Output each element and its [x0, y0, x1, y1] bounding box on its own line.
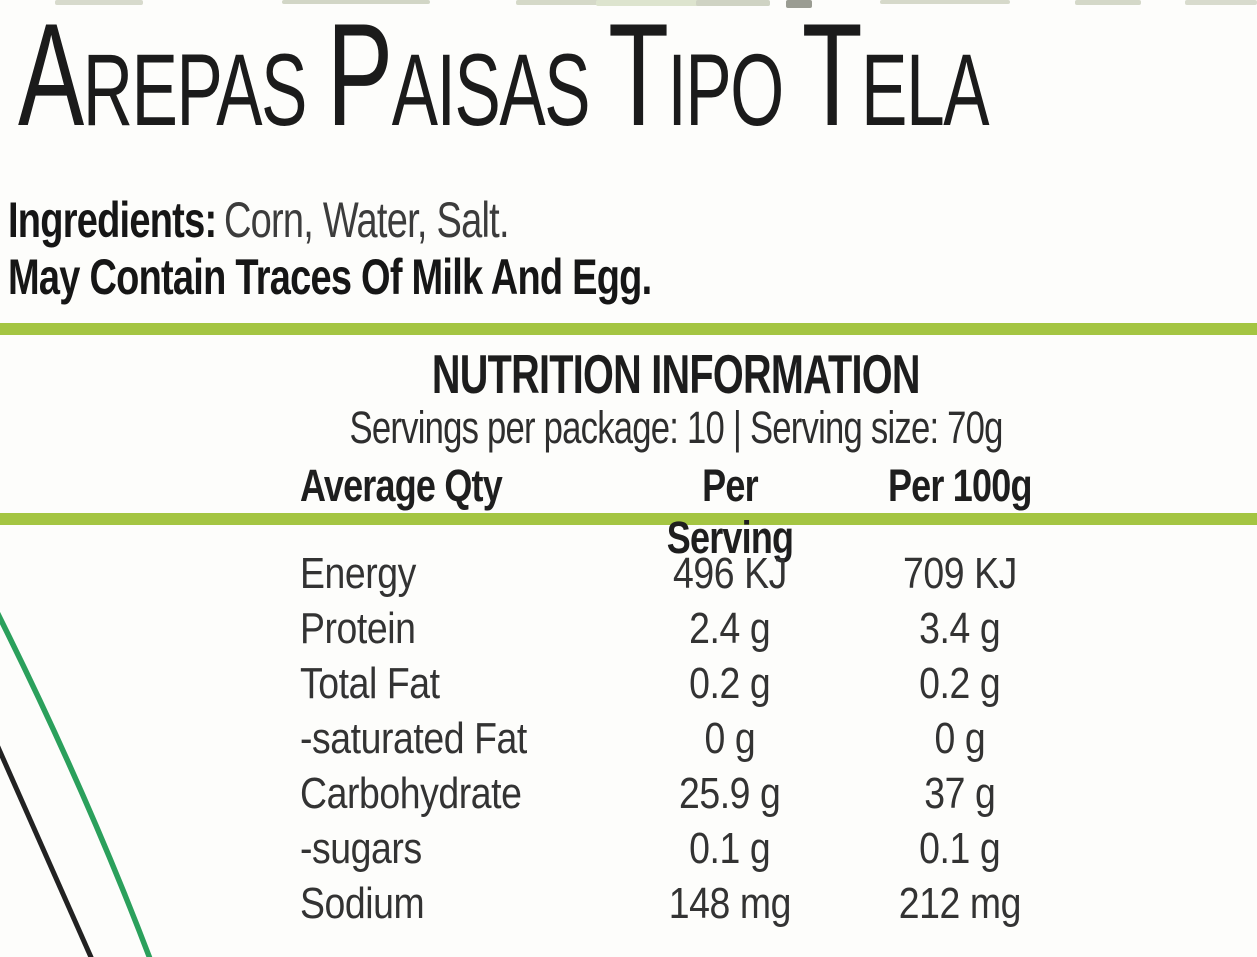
table-row: -sugars 0.1 g 0.1 g	[95, 821, 1257, 876]
row-label: Energy	[300, 549, 416, 598]
row-value-per-100g: 37 g	[924, 769, 996, 818]
row-label: Protein	[300, 604, 416, 653]
row-value-per-serving: 0.1 g	[689, 824, 771, 873]
cropped-print-remnant	[880, 0, 1010, 4]
row-value-per-serving: 25.9 g	[679, 769, 781, 818]
nutrition-panel: NUTRITION INFORMATION Servings per packa…	[95, 343, 1257, 929]
row-value-per-serving: 2.4 g	[689, 604, 771, 653]
ingredients-label: Ingredients:	[8, 192, 217, 248]
ingredients-line: Ingredients: Corn, Water, Salt.	[8, 192, 651, 249]
table-header-row: Average Qty Per Serving Per 100g	[95, 460, 1257, 564]
cropped-print-remnant	[282, 0, 430, 4]
cropped-print-remnant	[55, 0, 143, 5]
row-value-per-100g: 0.1 g	[919, 824, 1001, 873]
servings-info: Servings per package: 10 | Serving size:…	[349, 402, 1003, 453]
row-value-per-100g: 0.2 g	[919, 659, 1001, 708]
product-title-text: Arepas Paisas Tipo Tela	[18, 0, 990, 156]
row-label: Total Fat	[300, 659, 440, 708]
row-value-per-100g: 709 KJ	[903, 549, 1017, 598]
table-row: Total Fat 0.2 g 0.2 g	[95, 656, 1257, 711]
cropped-print-remnant	[596, 0, 706, 6]
allergen-line: May Contain Traces Of Milk And Egg.	[8, 249, 652, 305]
column-header-average-qty: Average Qty	[300, 460, 503, 511]
nutrition-title: NUTRITION INFORMATION	[432, 343, 921, 405]
table-row: Carbohydrate 25.9 g 37 g	[95, 766, 1257, 821]
row-value-per-100g: 212 mg	[898, 879, 1022, 928]
table-row: -saturated Fat 0 g 0 g	[95, 711, 1257, 766]
divider-rule-header	[0, 513, 1257, 525]
row-value-per-serving: 0 g	[704, 714, 756, 763]
row-value-per-serving: 0.2 g	[689, 659, 771, 708]
product-title: Arepas Paisas Tipo Tela	[18, 0, 1257, 150]
row-value-per-serving: 496 KJ	[673, 549, 787, 598]
table-row: Sodium 148 mg 212 mg	[95, 876, 1257, 931]
row-value-per-100g: 3.4 g	[919, 604, 1001, 653]
row-value-per-100g: 0 g	[934, 714, 986, 763]
row-value-per-serving: 148 mg	[668, 879, 792, 928]
column-header-per-serving: Per Serving	[666, 460, 794, 563]
ingredients-items: Corn, Water, Salt.	[223, 192, 510, 248]
row-label: Sodium	[300, 879, 425, 928]
row-label: Carbohydrate	[300, 769, 522, 818]
column-header-per-100g: Per 100g	[888, 460, 1032, 511]
ingredients-section: Ingredients: Corn, Water, Salt. May Conta…	[8, 192, 855, 306]
cropped-print-remnant	[516, 0, 644, 5]
black-curve	[0, 745, 94, 957]
cropped-print-remnant	[786, 0, 812, 8]
cropped-print-remnant	[1185, 0, 1257, 5]
table-row: Energy 496 KJ 709 KJ	[95, 546, 1257, 601]
cropped-print-remnant	[696, 0, 770, 6]
nutrition-table: Energy 496 KJ 709 KJ Protein 2.4 g 3.4 g…	[95, 546, 1257, 931]
table-row: Protein 2.4 g 3.4 g	[95, 601, 1257, 656]
row-label: -saturated Fat	[300, 714, 527, 763]
cropped-print-remnant	[1075, 0, 1141, 5]
divider-rule-top	[0, 323, 1257, 335]
row-label: -sugars	[300, 824, 422, 873]
